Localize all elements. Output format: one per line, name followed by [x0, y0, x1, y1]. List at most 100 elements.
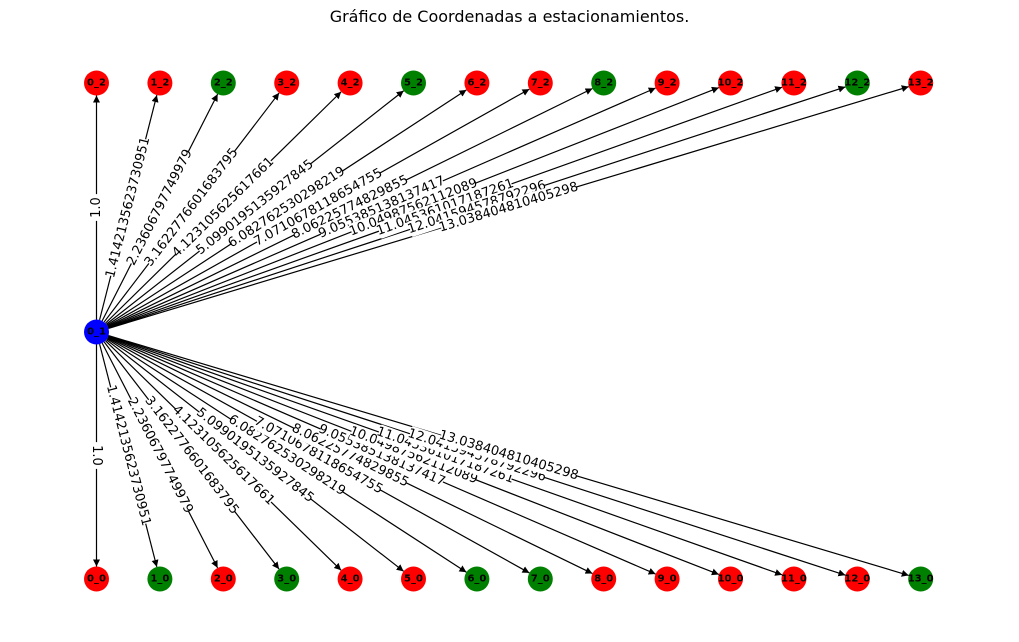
top-node-2_2: 2_2	[210, 70, 236, 96]
edge-label-background	[290, 420, 411, 491]
bottom-node-8_0: 8_0	[591, 566, 617, 592]
node-circle	[908, 70, 934, 96]
edge-label-background	[438, 427, 579, 484]
edge-label-background	[226, 164, 347, 251]
node-label: 7_2	[531, 78, 550, 89]
node-label: 2_0	[214, 574, 233, 585]
figure-title: Gráfico de Coordenadas a estacionamiento…	[329, 7, 690, 26]
top-node-10_2: 10_2	[718, 70, 744, 96]
node-label: 11_0	[781, 574, 807, 585]
top-node-8_2: 8_2	[591, 70, 617, 96]
node-label: 12_2	[844, 78, 870, 89]
node-label: 0_2	[87, 78, 106, 89]
node-circle	[84, 566, 109, 592]
node-label: 10_0	[718, 574, 744, 585]
nodes-layer: 0_2 1_2 2_2 3_2 4_2 5_2 6_2 7_2 8_2 9_2 10_2 11_2 12…	[84, 70, 934, 592]
top-node-5_2: 5_2	[401, 70, 426, 96]
node-circle	[337, 566, 363, 592]
node-circle	[401, 70, 426, 96]
node-circle	[210, 70, 236, 96]
top-node-11_2: 11_2	[781, 70, 807, 96]
bottom-node-1_0: 1_0	[147, 566, 173, 592]
top-node-0_2: 0_2	[84, 70, 109, 96]
node-circle	[781, 566, 807, 592]
source-node-0_1: 0_1	[84, 319, 109, 345]
edge-label-background	[226, 412, 347, 499]
node-circle	[781, 70, 807, 96]
edge-label-background	[142, 394, 241, 517]
bottom-node-4_0: 4_0	[337, 566, 363, 592]
node-circle	[591, 566, 617, 592]
node-label: 5_2	[404, 78, 423, 89]
node-label: 6_2	[467, 78, 486, 89]
edge-label-background	[194, 405, 316, 506]
node-circle	[464, 70, 490, 96]
node-label: 8_0	[594, 574, 613, 585]
node-circle	[274, 566, 300, 592]
node-circle	[844, 566, 870, 592]
edge-weight-text: 1.0	[89, 445, 104, 466]
top-node-1_2: 1_2	[147, 70, 173, 96]
top-node-4_2: 4_2	[337, 70, 363, 96]
node-label: 3_2	[277, 78, 296, 89]
top-node-13_2: 13_2	[908, 70, 934, 96]
node-circle	[844, 70, 870, 96]
node-label: 5_0	[404, 574, 423, 585]
edge-labels-layer: 1.0 1.41421356237309512.236067977499793.1…	[88, 136, 580, 527]
node-label: 0_1	[87, 327, 106, 338]
node-circle	[908, 566, 934, 592]
edge-label-background	[290, 172, 410, 243]
node-label: 6_0	[467, 574, 486, 585]
bottom-node-11_0: 11_0	[781, 566, 807, 592]
node-circle	[654, 566, 680, 592]
edge-label-background	[142, 146, 241, 269]
bottom-node-13_0: 13_0	[908, 566, 934, 592]
edge-label-background	[124, 147, 196, 268]
node-label: 3_0	[277, 574, 296, 585]
node-label: 13_2	[908, 78, 934, 89]
node-label: 11_2	[781, 78, 807, 89]
bottom-node-7_0: 7_0	[527, 566, 553, 592]
node-circle	[274, 70, 300, 96]
bottom-node-3_0: 3_0	[274, 566, 300, 592]
node-label: 10_2	[718, 78, 744, 89]
edge-label-background	[88, 442, 105, 469]
edge-label-background	[103, 137, 154, 278]
top-node-9_2: 9_2	[654, 70, 680, 96]
node-label: 0_0	[87, 574, 106, 585]
edge-label-background	[438, 179, 579, 236]
node-circle	[147, 70, 173, 96]
edge-label-background	[170, 155, 277, 260]
node-circle	[527, 70, 553, 96]
node-circle	[591, 70, 617, 96]
node-label: 9_0	[658, 574, 677, 585]
node-label: 13_0	[908, 574, 934, 585]
top-edge-label-0_2: 1.0	[88, 194, 105, 221]
bottom-node-5_0: 5_0	[401, 566, 426, 592]
bottom-node-10_0: 10_0	[718, 566, 744, 592]
node-circle	[718, 566, 743, 592]
node-label: 7_0	[531, 574, 550, 585]
bottom-node-9_0: 9_0	[654, 566, 680, 592]
node-circle	[84, 319, 109, 345]
edge-label-background	[88, 194, 105, 221]
bottom-node-6_0: 6_0	[464, 566, 490, 592]
edge-label-background	[252, 414, 384, 497]
bottom-node-0_0: 0_0	[84, 566, 109, 592]
node-label: 4_0	[341, 574, 360, 585]
node-circle	[401, 566, 426, 592]
edge-label-background	[253, 166, 384, 249]
bottom-node-12_0: 12_0	[844, 566, 870, 592]
edge-weight-text: 1.0	[89, 197, 104, 218]
bottom-edge-label-0_0: 1.0	[88, 442, 105, 469]
node-circle	[718, 70, 743, 96]
node-circle	[464, 566, 490, 592]
top-node-7_2: 7_2	[527, 70, 553, 96]
top-node-6_2: 6_2	[464, 70, 490, 96]
edge-label-background	[194, 157, 316, 258]
node-label: 1_0	[150, 574, 169, 585]
top-node-12_2: 12_2	[844, 70, 870, 96]
top-node-3_2: 3_2	[274, 70, 300, 96]
node-label: 2_2	[214, 78, 233, 89]
